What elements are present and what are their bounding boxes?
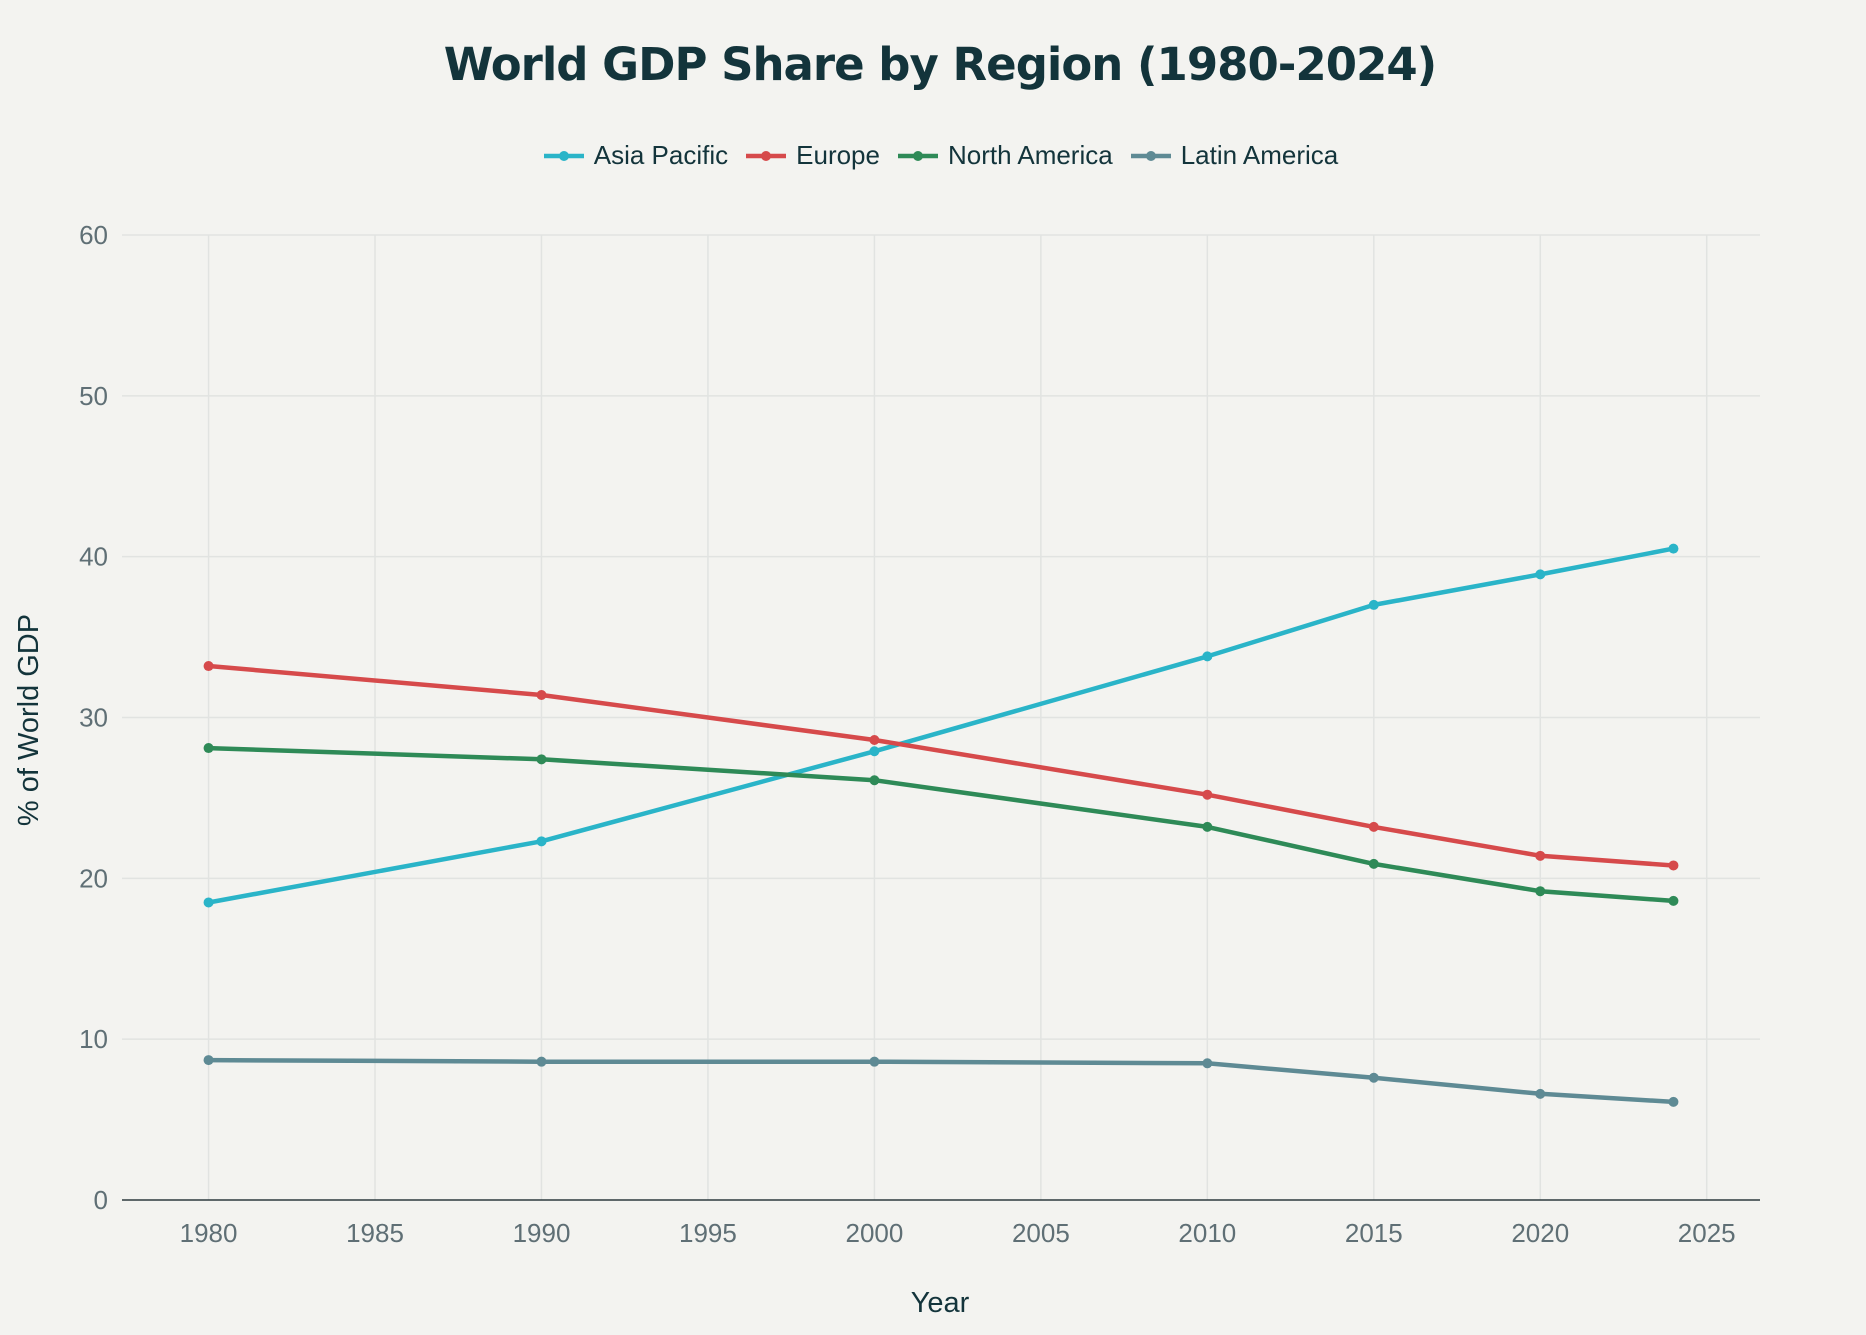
y-tick-label-50: 50 — [79, 381, 108, 411]
legend-swatch-marker — [1145, 150, 1156, 161]
x-tick-label-1985: 1985 — [346, 1218, 404, 1248]
x-tick-label-2025: 2025 — [1678, 1218, 1736, 1248]
data-point-europe-2020 — [1535, 850, 1546, 861]
legend-swatch-europe — [746, 150, 787, 161]
data-point-asia-pacific-2000 — [869, 746, 880, 757]
x-tick-label-2020: 2020 — [1511, 1218, 1569, 1248]
gridlines — [122, 234, 1760, 1200]
data-point-europe-1980 — [203, 661, 214, 672]
legend-label-north-america: North America — [947, 140, 1113, 170]
legend-swatch-marker — [912, 150, 923, 161]
data-point-latin-america-1990 — [536, 1056, 547, 1067]
legend-item-asia-pacific[interactable]: Asia Pacific — [542, 140, 728, 171]
y-tick-label-30: 30 — [79, 703, 108, 733]
legend-label-europe: Europe — [796, 140, 880, 170]
legend-swatch-marker — [558, 150, 569, 161]
x-tick-label-1990: 1990 — [513, 1218, 571, 1248]
data-point-asia-pacific-2010 — [1202, 651, 1213, 662]
y-tick-label-60: 60 — [79, 220, 108, 250]
data-point-north-america-2015 — [1368, 858, 1379, 869]
data-point-north-america-2024 — [1668, 895, 1679, 906]
data-point-north-america-1990 — [536, 754, 547, 765]
data-point-north-america-2020 — [1535, 886, 1546, 897]
legend-swatch-asia-pacific — [543, 150, 584, 161]
y-axis-title: % of World GDP — [13, 614, 45, 826]
legend-label-latin-america: Latin America — [1180, 140, 1339, 170]
data-point-europe-2010 — [1202, 789, 1213, 800]
data-point-asia-pacific-2024 — [1668, 543, 1679, 554]
x-tick-label-2005: 2005 — [1012, 1218, 1070, 1248]
legend-item-europe[interactable]: Europe — [744, 140, 880, 171]
data-point-europe-2024 — [1668, 860, 1679, 871]
data-point-europe-2015 — [1368, 821, 1379, 832]
series-line-europe — [206, 663, 1676, 868]
x-tick-label-2000: 2000 — [845, 1218, 903, 1248]
data-point-latin-america-1980 — [203, 1055, 214, 1066]
x-tick-label-2010: 2010 — [1178, 1218, 1236, 1248]
data-point-latin-america-2015 — [1368, 1072, 1379, 1083]
series-lines — [203, 543, 1679, 1107]
data-point-europe-2000 — [869, 735, 880, 746]
legend: Asia Pacific Europe North America Latin Ame… — [0, 140, 1866, 171]
data-point-asia-pacific-1990 — [536, 836, 547, 847]
legend-item-north-america[interactable]: North America — [896, 140, 1113, 171]
x-tick-label-1995: 1995 — [679, 1218, 737, 1248]
data-point-asia-pacific-1980 — [203, 897, 214, 908]
x-axis-title: Year — [911, 1287, 970, 1319]
legend-swatch-marker — [761, 150, 772, 161]
y-tick-label-20: 20 — [79, 863, 108, 893]
data-point-asia-pacific-2015 — [1368, 599, 1379, 610]
legend-swatch-north-america — [897, 150, 938, 161]
axes: 1980 1985 1990 1995 2000 2005 2010 2015 2020 2025… — [79, 220, 1760, 1248]
data-point-north-america-2010 — [1202, 821, 1213, 832]
data-point-latin-america-2024 — [1668, 1096, 1679, 1107]
series-line-asia-pacific — [206, 546, 1676, 905]
data-point-north-america-2000 — [869, 775, 880, 786]
chart-title: World GDP Share by Region (1980-2024) — [443, 38, 1438, 91]
data-point-latin-america-2000 — [869, 1056, 880, 1067]
x-tick-label-1980: 1980 — [180, 1218, 238, 1248]
y-tick-label-40: 40 — [79, 542, 108, 572]
series-line-latin-america — [206, 1057, 1676, 1105]
data-point-latin-america-2010 — [1202, 1058, 1213, 1069]
y-tick-label-0: 0 — [94, 1185, 108, 1215]
data-point-latin-america-2020 — [1535, 1088, 1546, 1099]
y-tick-label-10: 10 — [79, 1024, 108, 1054]
data-point-europe-1990 — [536, 689, 547, 700]
legend-label-asia-pacific: Asia Pacific — [593, 140, 729, 170]
data-point-north-america-1980 — [203, 743, 214, 754]
data-point-asia-pacific-2020 — [1535, 569, 1546, 580]
x-tick-label-2015: 2015 — [1345, 1218, 1403, 1248]
legend-swatch-latin-america — [1130, 150, 1171, 161]
legend-item-latin-america[interactable]: Latin America — [1129, 140, 1339, 171]
